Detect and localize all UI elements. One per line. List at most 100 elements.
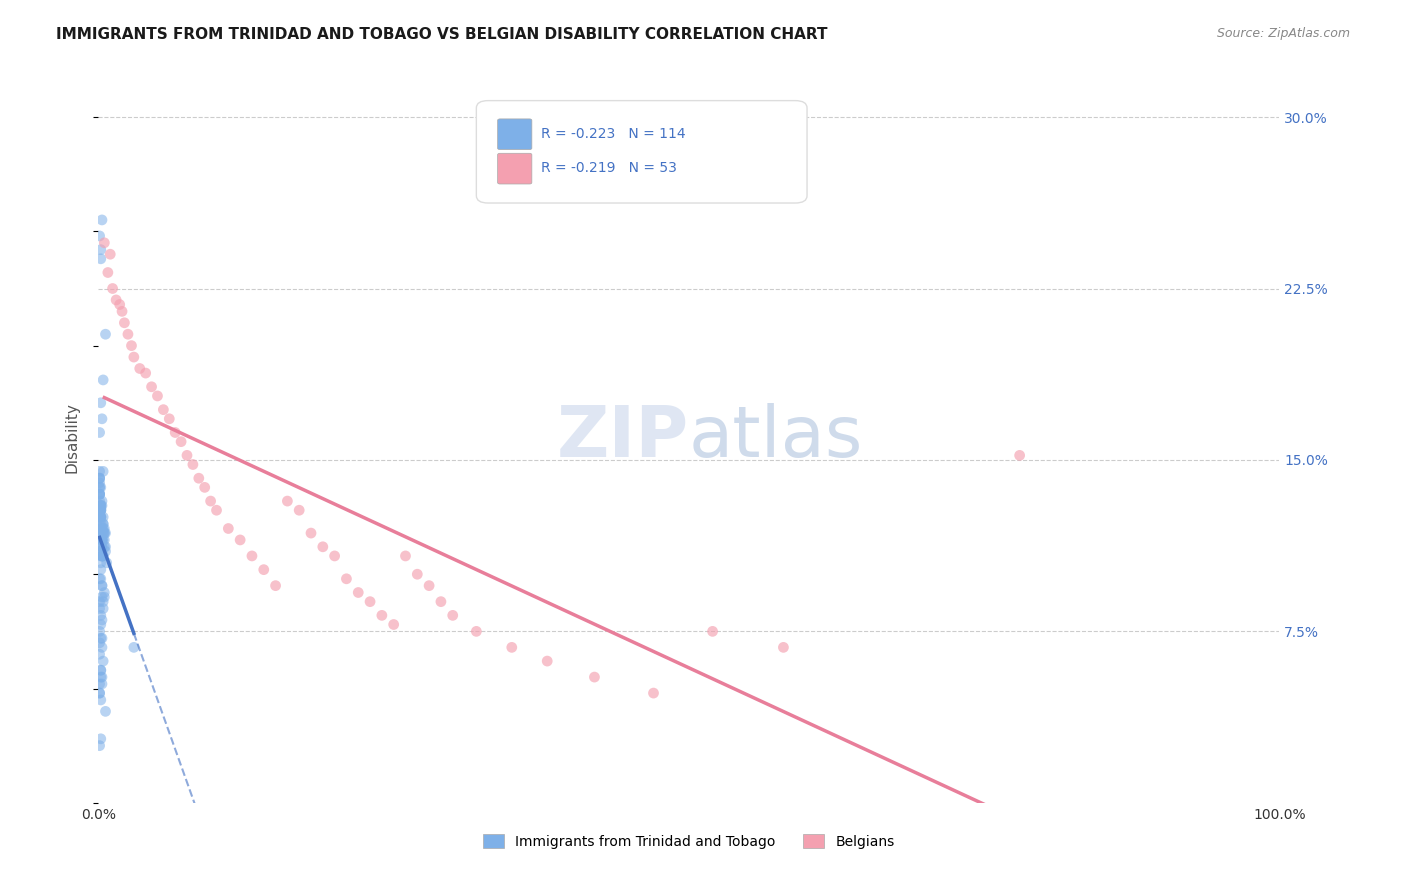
Point bbox=[89, 425, 111, 440]
Point bbox=[108, 297, 131, 311]
Point bbox=[90, 670, 112, 684]
Point bbox=[217, 521, 239, 535]
Point bbox=[91, 412, 114, 426]
Point bbox=[141, 380, 163, 394]
Point bbox=[264, 579, 287, 593]
Point bbox=[89, 647, 111, 661]
Point bbox=[200, 494, 222, 508]
Point bbox=[89, 594, 111, 608]
Point bbox=[91, 533, 114, 547]
Point bbox=[90, 510, 112, 524]
Point bbox=[89, 475, 111, 490]
Point bbox=[91, 549, 114, 563]
Point bbox=[89, 526, 111, 541]
Point bbox=[90, 617, 112, 632]
Point bbox=[90, 521, 112, 535]
Point bbox=[90, 510, 112, 524]
Point bbox=[122, 350, 145, 364]
Point bbox=[90, 503, 112, 517]
Point bbox=[94, 526, 117, 541]
Point bbox=[181, 458, 204, 472]
Point bbox=[89, 677, 111, 691]
Point bbox=[91, 526, 114, 541]
Point bbox=[128, 361, 150, 376]
Point bbox=[93, 526, 115, 541]
Point bbox=[418, 579, 440, 593]
Point bbox=[90, 608, 112, 623]
Point bbox=[89, 471, 111, 485]
Point bbox=[89, 494, 111, 508]
Point bbox=[90, 396, 112, 410]
Point bbox=[91, 594, 114, 608]
Point bbox=[176, 449, 198, 463]
Point bbox=[91, 544, 114, 558]
Point bbox=[91, 579, 114, 593]
Point bbox=[89, 572, 111, 586]
Point bbox=[89, 471, 111, 485]
Point bbox=[89, 516, 111, 531]
Point bbox=[91, 516, 114, 531]
Point bbox=[91, 549, 114, 563]
Point bbox=[89, 499, 111, 513]
Point bbox=[347, 585, 370, 599]
Point bbox=[90, 480, 112, 494]
Point bbox=[90, 510, 112, 524]
Point bbox=[91, 601, 114, 615]
Point bbox=[89, 480, 111, 494]
Point bbox=[90, 563, 112, 577]
Point bbox=[94, 544, 117, 558]
Point bbox=[253, 563, 276, 577]
Point bbox=[90, 252, 112, 266]
Point bbox=[91, 464, 114, 478]
Point bbox=[90, 503, 112, 517]
Point bbox=[91, 521, 114, 535]
Point bbox=[91, 549, 114, 563]
Point bbox=[97, 266, 120, 280]
Point bbox=[117, 327, 139, 342]
Point bbox=[89, 487, 111, 501]
Point bbox=[89, 686, 111, 700]
Point bbox=[90, 499, 112, 513]
Point bbox=[90, 540, 112, 554]
Y-axis label: Disability: Disability bbox=[65, 401, 80, 473]
Point bbox=[299, 526, 322, 541]
Point bbox=[91, 510, 114, 524]
Point bbox=[91, 521, 114, 535]
FancyBboxPatch shape bbox=[498, 153, 531, 184]
Point bbox=[91, 533, 114, 547]
Point bbox=[90, 503, 112, 517]
Point bbox=[91, 213, 114, 227]
Point bbox=[90, 693, 112, 707]
Point bbox=[91, 494, 114, 508]
Point bbox=[94, 705, 117, 719]
Point bbox=[121, 338, 143, 352]
Point bbox=[89, 739, 111, 753]
Point bbox=[643, 686, 665, 700]
Point bbox=[89, 471, 111, 485]
Point bbox=[89, 464, 111, 478]
Point bbox=[90, 499, 112, 513]
Point bbox=[91, 516, 114, 531]
Point bbox=[93, 590, 115, 604]
Point bbox=[91, 533, 114, 547]
FancyBboxPatch shape bbox=[498, 119, 531, 150]
Legend: Immigrants from Trinidad and Tobago, Belgians: Immigrants from Trinidad and Tobago, Bel… bbox=[478, 829, 900, 855]
Point bbox=[90, 526, 112, 541]
Text: R = -0.223   N = 114: R = -0.223 N = 114 bbox=[541, 127, 686, 141]
Point bbox=[96, 556, 118, 570]
Point bbox=[536, 654, 558, 668]
Point bbox=[772, 640, 794, 655]
Point bbox=[1008, 449, 1031, 463]
Text: ZIP: ZIP bbox=[557, 402, 689, 472]
Point bbox=[205, 503, 228, 517]
Point bbox=[93, 533, 115, 547]
Point bbox=[90, 516, 112, 531]
Point bbox=[288, 503, 311, 517]
Point bbox=[89, 228, 111, 243]
Point bbox=[90, 243, 112, 257]
Point bbox=[146, 389, 169, 403]
Point bbox=[157, 412, 180, 426]
Point bbox=[91, 540, 114, 554]
Point bbox=[101, 281, 124, 295]
Point bbox=[90, 572, 112, 586]
